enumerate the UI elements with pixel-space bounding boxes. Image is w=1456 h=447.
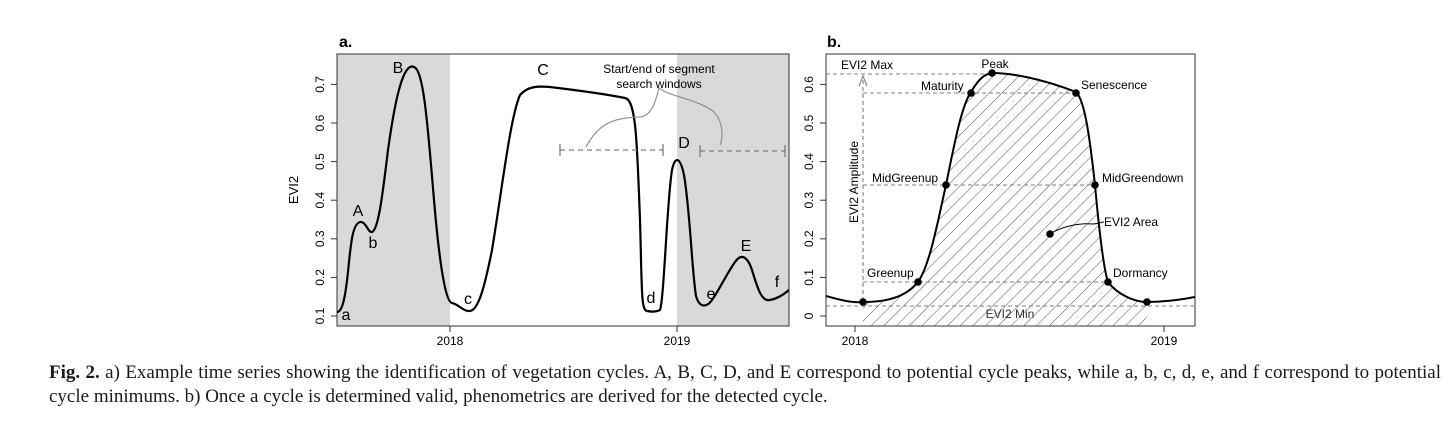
panel-a-ytick-label: 0.7	[313, 76, 327, 93]
annotation-line-2: search windows	[616, 77, 701, 91]
panel-b-xtick-2018: 2018	[842, 334, 869, 348]
panel-a-label: a.	[339, 34, 352, 51]
shaded-window-2	[677, 54, 789, 326]
panel-a-ytick-label: 0.4	[313, 192, 327, 209]
evi2-min-label: EVI2 Min	[986, 307, 1035, 321]
panel-a-ytick-label: 0.5	[313, 153, 327, 170]
annotation-connector-left	[585, 87, 660, 148]
phenometric-points	[859, 69, 1151, 306]
peak-label-D: D	[678, 135, 690, 152]
peak-label-B: B	[393, 60, 404, 77]
midgreendown-label: MidGreendown	[1102, 171, 1183, 185]
panel-b-y-ticks: 0 0.1 0.2 0.3 0.4 0.5 0.6	[802, 76, 826, 319]
peak-label-E: E	[741, 238, 752, 255]
min-label-b: b	[369, 235, 378, 252]
figure: a. EVI2 0.10.20.30.40.50.60.7 2018 2019 …	[286, 34, 1196, 348]
peak-label: Peak	[981, 57, 1009, 71]
min-label-e: e	[707, 286, 716, 303]
panel-b-ytick-label: 0.5	[802, 114, 816, 131]
panel-a-ytick-label: 0.1	[313, 307, 327, 324]
caption-label: Fig. 2.	[49, 362, 100, 383]
midgreenup-label: MidGreenup	[872, 171, 938, 185]
caption-text: a) Example time series showing the ident…	[49, 362, 1441, 407]
panel-b-ytick-label: 0	[802, 312, 816, 319]
senescence-label: Senescence	[1081, 78, 1147, 92]
panel-a-evi2-curve	[337, 65, 789, 314]
panel-b-ytick-label: 0.3	[802, 192, 816, 209]
dormancy-label: Dormancy	[1113, 266, 1168, 280]
panel-a: a. EVI2 0.10.20.30.40.50.60.7 2018 2019 …	[286, 34, 790, 348]
panel-a-ylabel: EVI2	[286, 176, 301, 204]
panel-b: b. 0 0.1 0.2 0.3 0.4 0.5 0.6 2018 2019	[802, 34, 1196, 348]
peak-label-A: A	[353, 203, 364, 220]
area-leader	[1049, 221, 1105, 235]
panel-a-y-ticks: 0.1 0.2 0.3 0.4 0.5 0.6 0.7	[313, 76, 337, 324]
panel-b-ytick-label: 0.2	[802, 230, 816, 247]
evi2-max-label: EVI2 Max	[841, 58, 893, 72]
min-label-f: f	[775, 274, 780, 291]
panel-b-xtick-2019: 2019	[1151, 334, 1178, 348]
min-label-c: c	[464, 291, 472, 308]
shaded-window-1	[337, 54, 450, 326]
panel-b-ytick-label: 0.1	[802, 269, 816, 286]
panel-b-ytick-label: 0.6	[802, 76, 816, 93]
annotation-connector-right	[658, 87, 723, 146]
panel-a-ytick-label: 0.6	[313, 114, 327, 131]
evi2-area-hatch	[863, 73, 1147, 326]
figure-caption: Fig. 2. a) Example time series showing t…	[49, 361, 1441, 409]
maturity-label: Maturity	[921, 79, 964, 93]
panel-b-ytick-label: 0.4	[802, 153, 816, 170]
panel-a-ytick-label: 0.2	[313, 269, 327, 286]
panel-b-label: b.	[827, 34, 841, 51]
panel-a-frame	[336, 53, 790, 327]
min-label-a: a	[342, 307, 351, 324]
min-label-d: d	[647, 290, 656, 307]
amplitude-arrow-head	[858, 74, 868, 87]
greenup-label: Greenup	[867, 266, 914, 280]
panel-a-xtick-2018: 2018	[437, 334, 464, 348]
evi2-area-label: EVI2 Area	[1104, 215, 1158, 229]
panel-a-xtick-2019: 2019	[664, 334, 691, 348]
panel-a-ytick-label: 0.3	[313, 230, 327, 247]
peak-label-C: C	[537, 62, 549, 79]
annotation-line-1: Start/end of segment	[603, 62, 715, 76]
evi2-amplitude-label: EVI2 Amplitude	[847, 141, 861, 223]
